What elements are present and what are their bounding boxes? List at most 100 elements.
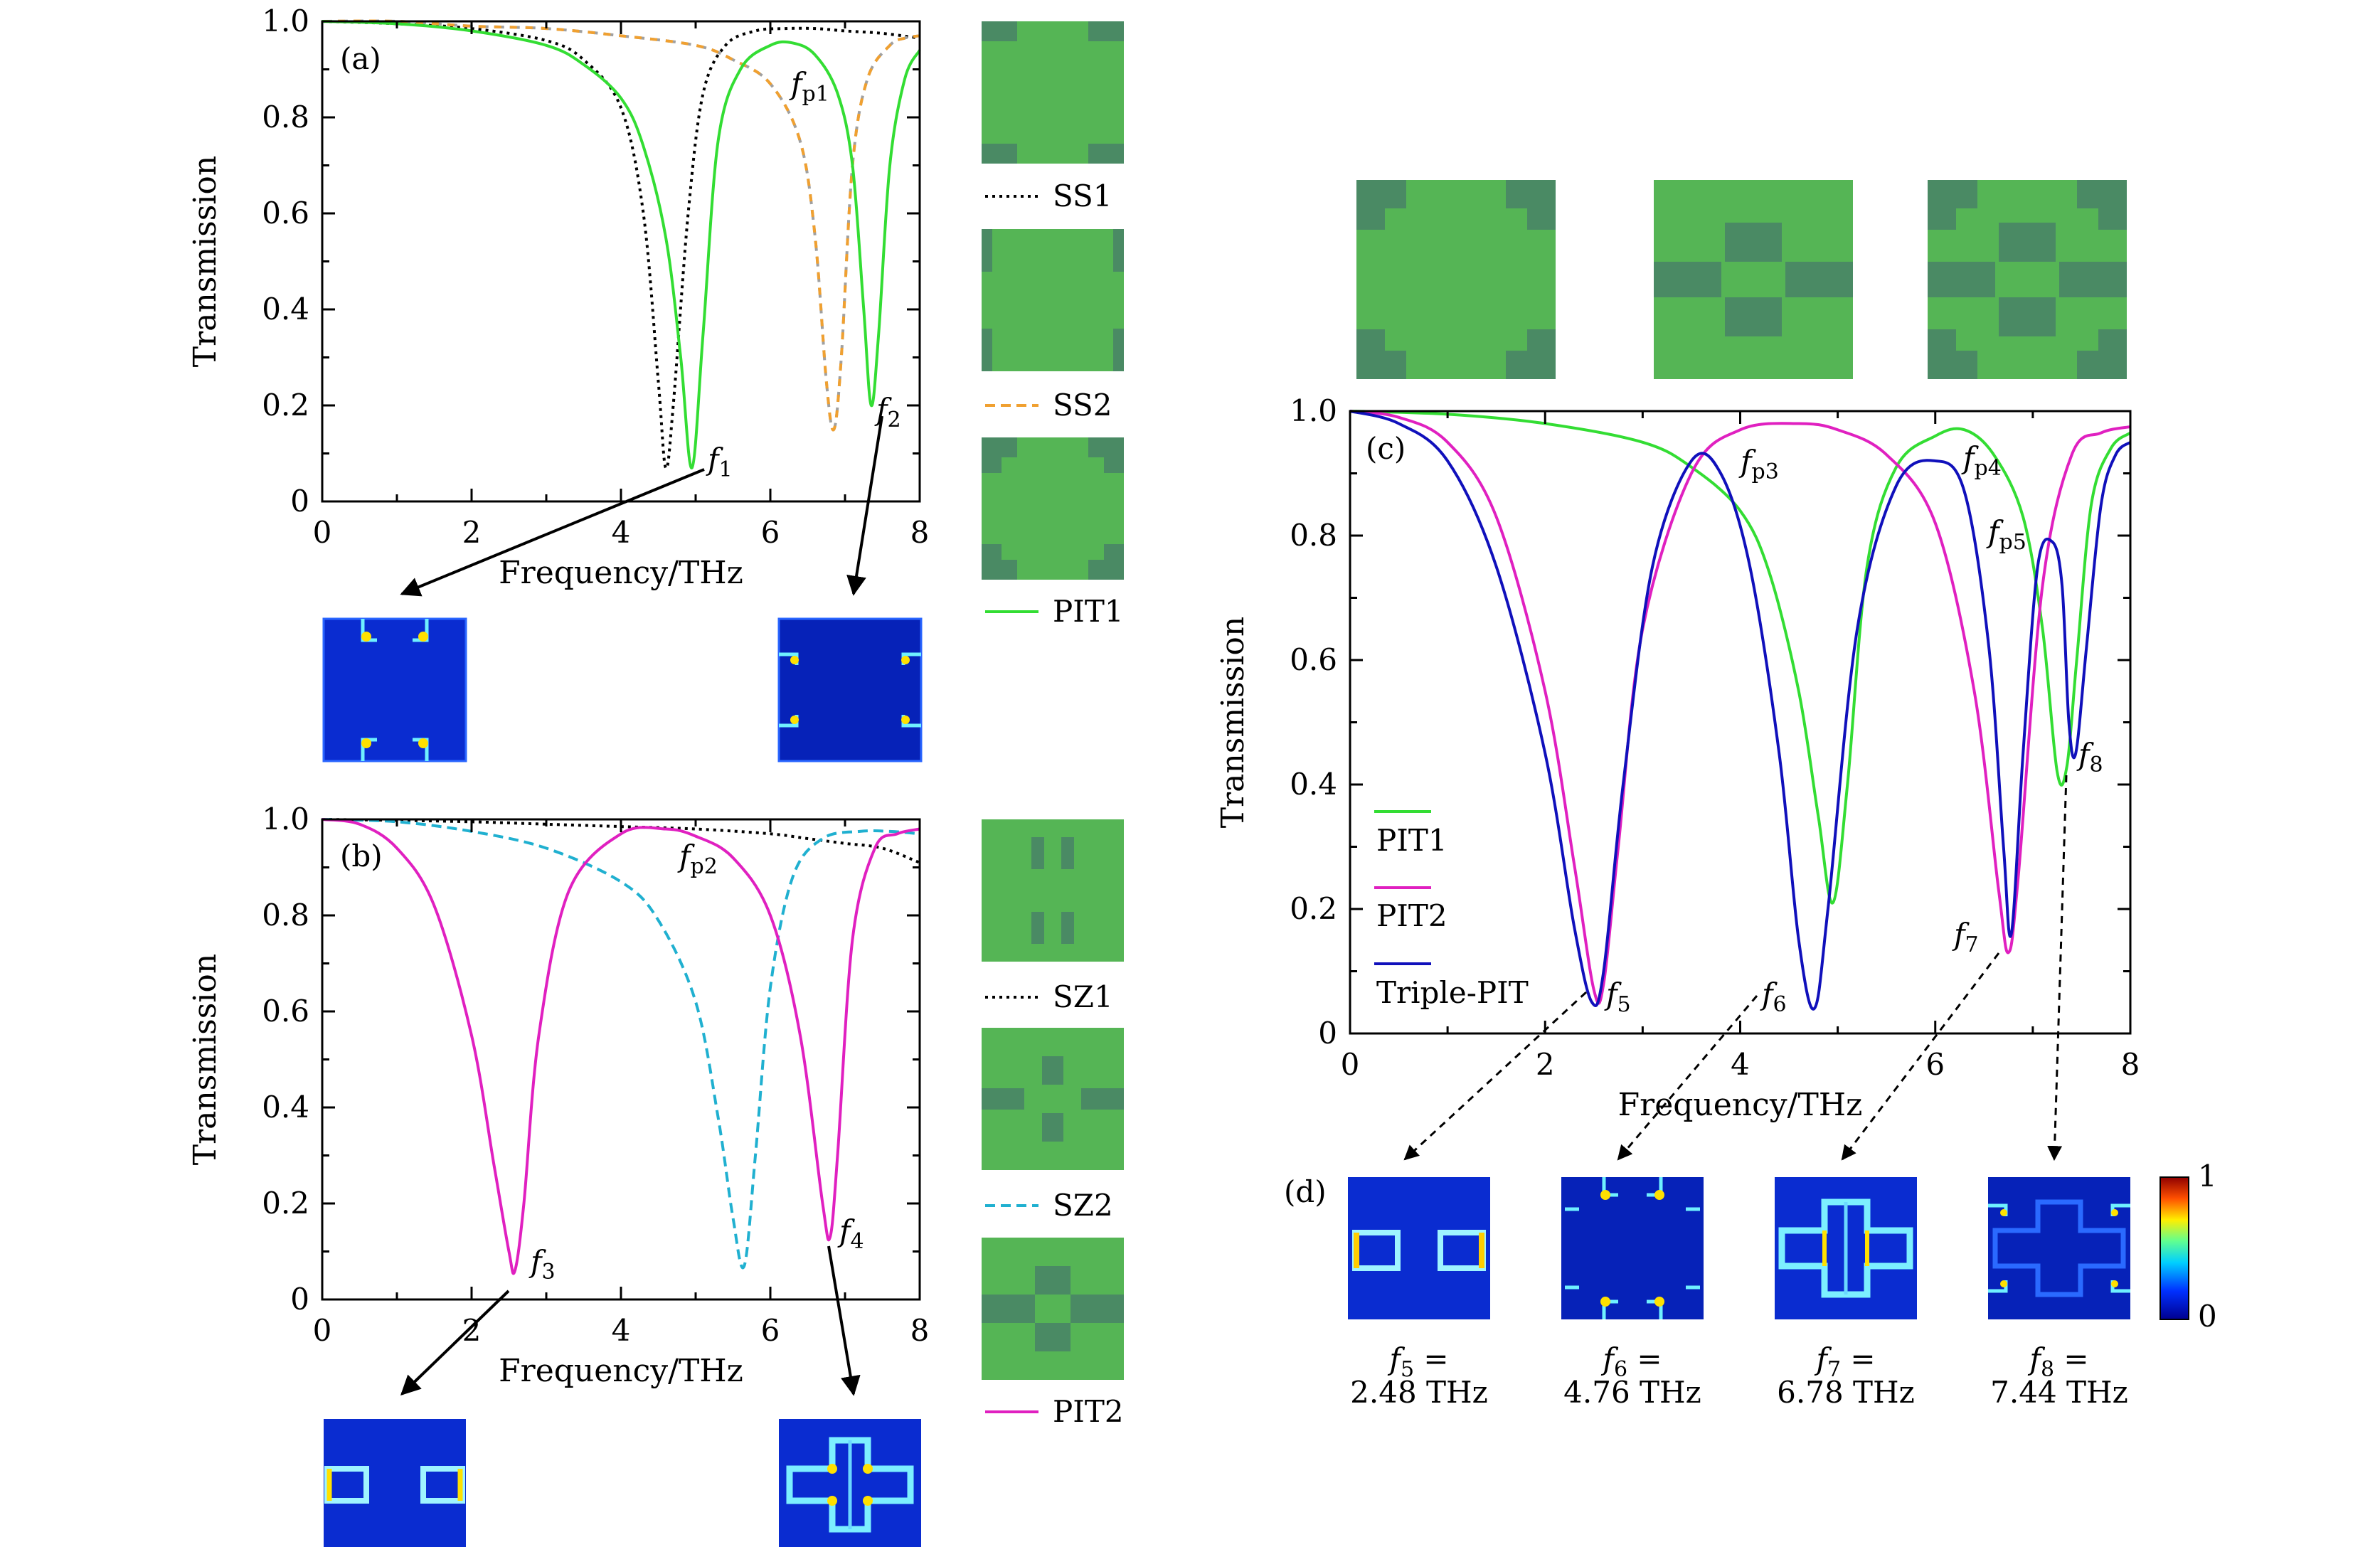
legend-pit2-label: PIT2 [1053, 1394, 1124, 1429]
y-axis-title: Transmission [187, 156, 223, 367]
panel-label-a: (a) [340, 41, 381, 76]
arrow-f7 [1841, 952, 2000, 1161]
x-tick-label: 8 [2121, 1047, 2140, 1082]
svg-text:f8 =: f8 = [2027, 1341, 2088, 1382]
panel-a-chart: 0 2 4 6 8 0 0.2 0.4 0.6 0.8 1.0 Frequency/THz Transm… [187, 4, 930, 597]
caption-f7: f7 = 6.78 THz [1777, 1341, 1915, 1410]
field-map-f1 [322, 617, 467, 762]
legend-c-triple-label: Triple-PIT [1376, 975, 1529, 1010]
legend-c-pit1-label: PIT1 [1376, 823, 1447, 858]
x-tick-label: 2 [462, 1313, 482, 1348]
series-ss2-line-gray [322, 19, 920, 432]
colorbar-min-label: 0 [2198, 1299, 2217, 1334]
structure-c-triple [1928, 180, 2127, 379]
series-pit2-line [322, 818, 920, 1275]
x-tick-label: 4 [1731, 1047, 1750, 1082]
structure-ss1 [982, 21, 1124, 164]
panel-label-d: (d) [1284, 1174, 1327, 1209]
x-tick-label: 6 [1925, 1047, 1945, 1082]
legend-sz2-label: SZ2 [1053, 1188, 1113, 1223]
caption-f6-value: 4.76 THz [1563, 1375, 1701, 1410]
legend-ss1-label: SS1 [1053, 179, 1112, 213]
x-axis-title: Frequency/THz [499, 1353, 743, 1389]
field-map-f7 [1775, 1177, 1917, 1319]
y-tick-label: 0 [1318, 1016, 1337, 1051]
x-tick-label: 2 [462, 515, 482, 550]
x-tick-label: 6 [761, 1313, 780, 1348]
y-tick-label: 0.6 [1290, 642, 1337, 677]
legend-ss1: SS1 [985, 179, 1112, 213]
panel-label-c: (c) [1366, 431, 1406, 466]
y-tick-label: 0.4 [262, 1090, 309, 1125]
legend-pit2: PIT2 [985, 1394, 1124, 1429]
annotation-f5: f5 [1604, 977, 1631, 1017]
y-tick-label: 0 [290, 1282, 309, 1317]
caption-f7-value: 6.78 THz [1777, 1375, 1915, 1410]
y-tick-label: 0.8 [1290, 518, 1337, 553]
legend-sz1: SZ1 [985, 979, 1113, 1014]
structure-sz2 [982, 1028, 1124, 1170]
legend-c: PIT1 PIT2 Triple-PIT [1374, 810, 1529, 1010]
panel-label-b: (b) [340, 839, 383, 873]
y-tick-label: 0.8 [262, 898, 309, 932]
series-sz2-line [322, 818, 920, 1270]
field-map-f4 [779, 1419, 921, 1547]
structure-ss2 [982, 229, 1124, 371]
series-triple-pit-line [1349, 410, 2132, 1011]
annotation-fp2: fp2 [677, 839, 718, 879]
arrow-f6 [1617, 995, 1758, 1161]
panel-b-chart: 0 2 4 6 8 0 0.2 0.4 0.6 0.8 1.0 Frequency/THz Transm… [187, 802, 930, 1396]
x-tick-label: 0 [1341, 1047, 1360, 1082]
caption-f8-value: 7.44 THz [1990, 1375, 2128, 1410]
y-axis-title: Transmission [1215, 617, 1251, 828]
arrow-f5 [1403, 991, 1588, 1161]
y-tick-label: 0.6 [262, 994, 309, 1028]
x-tick-label: 0 [313, 515, 332, 550]
y-tick-label: 0.6 [262, 196, 309, 230]
annotation-fp1: fp1 [789, 66, 829, 107]
legend-pit1: PIT1 [985, 594, 1124, 629]
structure-pit1 [982, 437, 1124, 580]
annotation-fp3: fp3 [1738, 444, 1779, 484]
series-ss2-line [322, 19, 920, 432]
field-map-f3 [324, 1419, 466, 1547]
annotation-f1: f1 [706, 442, 733, 482]
x-axis-title: Frequency/THz [499, 555, 743, 591]
series-pit1-line [1349, 410, 2132, 905]
colorbar: 1 0 [2159, 1159, 2217, 1334]
annotation-fp5: fp5 [1986, 514, 2026, 555]
legend-ss2: SS2 [985, 388, 1112, 422]
y-tick-label: 0.4 [1290, 767, 1337, 802]
x-tick-label: 4 [612, 1313, 631, 1348]
structure-sz1 [982, 819, 1124, 962]
structure-c-pit1 [1356, 180, 1556, 379]
arrow-f4 [827, 1245, 861, 1396]
x-tick-label: 8 [910, 1313, 930, 1348]
field-map-f2 [777, 617, 923, 762]
plot-frame [321, 20, 921, 503]
svg-text:f7 =: f7 = [1814, 1341, 1875, 1382]
field-map-f8 [1988, 1177, 2130, 1319]
y-tick-label: 0.4 [262, 292, 309, 326]
y-tick-label: 0.2 [262, 388, 309, 422]
legend-c-pit2-label: PIT2 [1376, 898, 1447, 933]
legend-pit1-label: PIT1 [1053, 594, 1124, 629]
x-tick-label: 8 [910, 515, 930, 550]
caption-f6: f6 = 4.76 THz [1563, 1341, 1701, 1410]
x-tick-label: 0 [313, 1313, 332, 1348]
series-ss1-line [322, 20, 920, 470]
field-map-f6 [1561, 1177, 1704, 1319]
annotation-f8: f8 [2076, 737, 2103, 777]
x-tick-label: 2 [1536, 1047, 1555, 1082]
legend-ss2-label: SS2 [1053, 388, 1112, 422]
x-tick-label: 6 [761, 515, 780, 550]
annotation-f7: f7 [1952, 917, 1979, 957]
annotation-f4: f4 [837, 1213, 864, 1254]
svg-text:f5 =: f5 = [1387, 1341, 1448, 1382]
y-tick-label: 1.0 [262, 4, 309, 38]
colorbar-max-label: 1 [2198, 1159, 2217, 1194]
structure-pit2 [982, 1238, 1124, 1380]
y-tick-label: 1.0 [262, 802, 309, 836]
caption-f8: f8 = 7.44 THz [1990, 1341, 2128, 1410]
